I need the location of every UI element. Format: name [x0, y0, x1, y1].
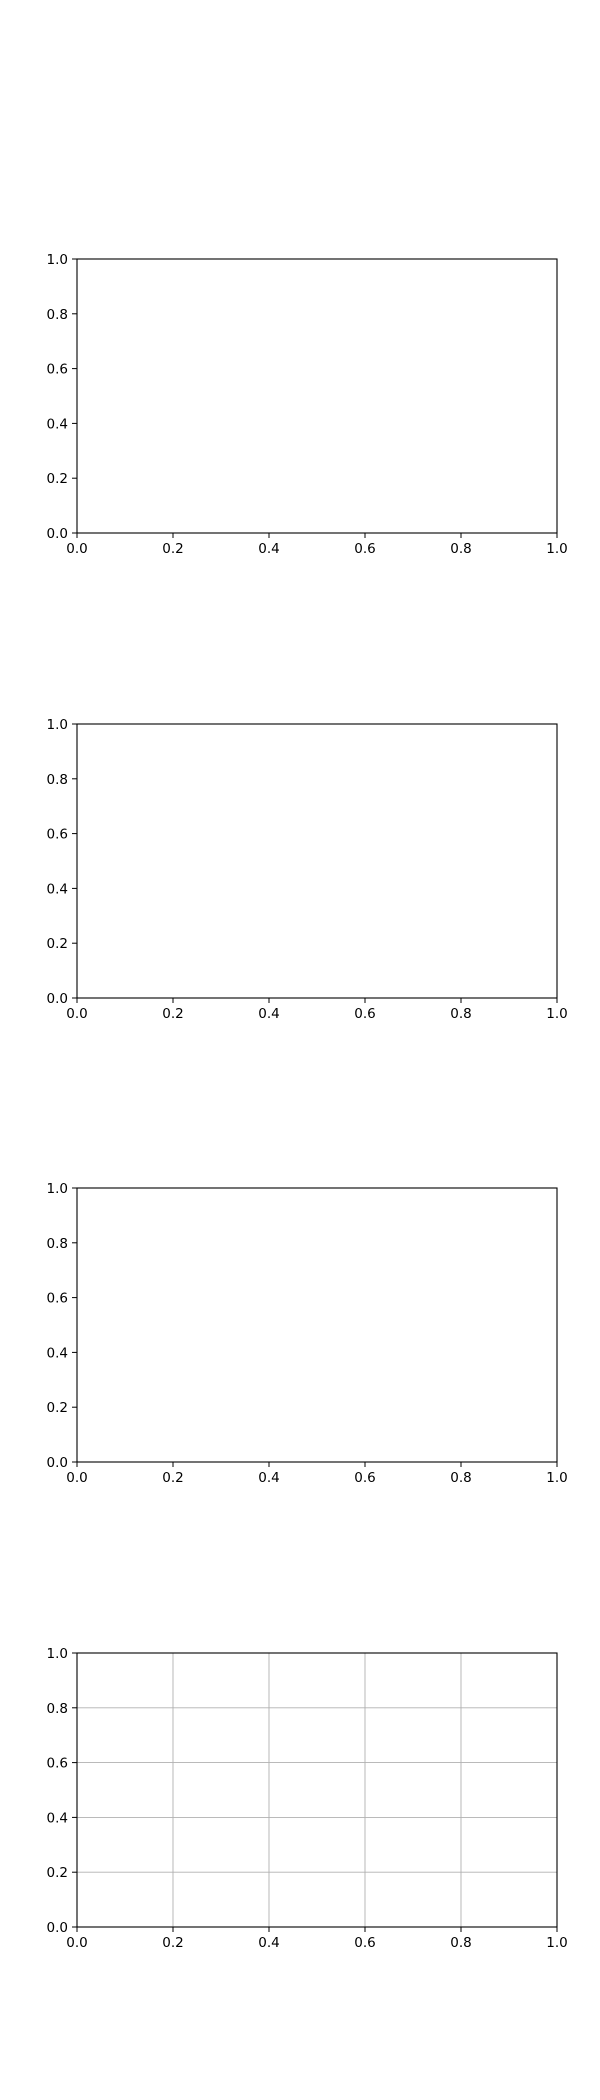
- x-tick-label: 0.2: [162, 1470, 183, 1486]
- x-tick-label: 1.0: [546, 1935, 567, 1951]
- y-tick-label: 0.4: [47, 881, 68, 897]
- x-tick-label: 0.8: [450, 1935, 471, 1951]
- y-tick-label: 0.2: [47, 936, 68, 952]
- y-tick-label: 0.2: [47, 1865, 68, 1881]
- axes-frame: [76, 258, 558, 534]
- y-tick-label: 1.0: [47, 717, 68, 733]
- y-tick-label: 0.0: [47, 526, 68, 542]
- y-tick-label: 0.6: [47, 1756, 68, 1772]
- y-tick-label: 0.4: [47, 416, 68, 432]
- x-tick-label: 0.8: [450, 541, 471, 557]
- x-tick-label: 0.8: [450, 1470, 471, 1486]
- y-tick-label: 0.0: [47, 1920, 68, 1936]
- x-tick-label: 0.6: [354, 1935, 375, 1951]
- y-tick-label: 1.0: [47, 1181, 68, 1197]
- y-tick-label: 0.8: [47, 307, 68, 323]
- y-tick-label: 0.2: [47, 471, 68, 487]
- x-tick-label: 0.4: [258, 1006, 279, 1022]
- y-tick-label: 0.2: [47, 1400, 68, 1416]
- plots: 0.0 0.2 0.4 0.6 0.8 1.00.00.20.40.60.81.00.0 0…: [47, 252, 568, 1951]
- y-tick-label: 0.0: [47, 991, 68, 1007]
- y-tick-label: 1.0: [47, 1646, 68, 1662]
- x-tick-label: 0.4: [258, 1470, 279, 1486]
- x-tick-label: 0.6: [354, 1006, 375, 1022]
- x-tick-label: 0.0: [66, 1935, 87, 1951]
- y-tick-label: 0.6: [47, 1291, 68, 1307]
- axes-frame: [76, 1652, 558, 1928]
- chart-4: 0.0 0.2 0.4 0.6 0.8 1.0 0.0 0.2 0.4 0.6 0.8 1.0: [47, 1646, 568, 1951]
- x-tick-label: 0.0: [66, 1006, 87, 1022]
- y-tick-label: 1.0: [47, 252, 68, 268]
- chart-1: 0.0 0.2 0.4 0.6 0.8 1.0 0.0 0.2 0.4 0.6 0.8 1.0: [47, 252, 568, 557]
- x-tick-label: 0.4: [258, 1935, 279, 1951]
- x-tick-label: 0.0: [66, 1470, 87, 1486]
- axes-frame: [76, 723, 558, 999]
- x-tick-label: 1.0: [546, 1470, 567, 1486]
- x-tick-label: 0.4: [258, 541, 279, 557]
- x-tick-label: 0.2: [162, 541, 183, 557]
- x-tick-label: 0.8: [450, 1006, 471, 1022]
- x-tick-label: 0.6: [354, 1470, 375, 1486]
- y-tick-label: 0.6: [47, 362, 68, 378]
- y-tick-label: 0.0: [47, 1455, 68, 1471]
- y-tick-label: 0.4: [47, 1810, 68, 1826]
- y-tick-label: 0.4: [47, 1345, 68, 1361]
- x-tick-label: 0.6: [354, 541, 375, 557]
- x-tick-label: 0.2: [162, 1935, 183, 1951]
- x-tick-label: 0.0: [66, 541, 87, 557]
- y-tick-label: 0.6: [47, 827, 68, 843]
- y-tick-label: 0.8: [47, 1236, 68, 1252]
- axes-frame: [76, 1187, 558, 1463]
- y-tick-label: 0.8: [47, 1701, 68, 1717]
- y-tick-label: 0.8: [47, 772, 68, 788]
- x-tick-label: 1.0: [546, 541, 567, 557]
- x-tick-label: 0.2: [162, 1006, 183, 1022]
- x-tick-label: 1.0: [546, 1006, 567, 1022]
- chart-3: 0.0 0.2 0.4 0.6 0.8 1.0 0.0 0.2 0.4 0.6 0.8 1.0: [47, 1181, 568, 1486]
- chart-2: 0.0 0.2 0.4 0.6 0.8 1.0 0.0 0.2 0.4 0.6 0.8 1.0: [47, 717, 568, 1022]
